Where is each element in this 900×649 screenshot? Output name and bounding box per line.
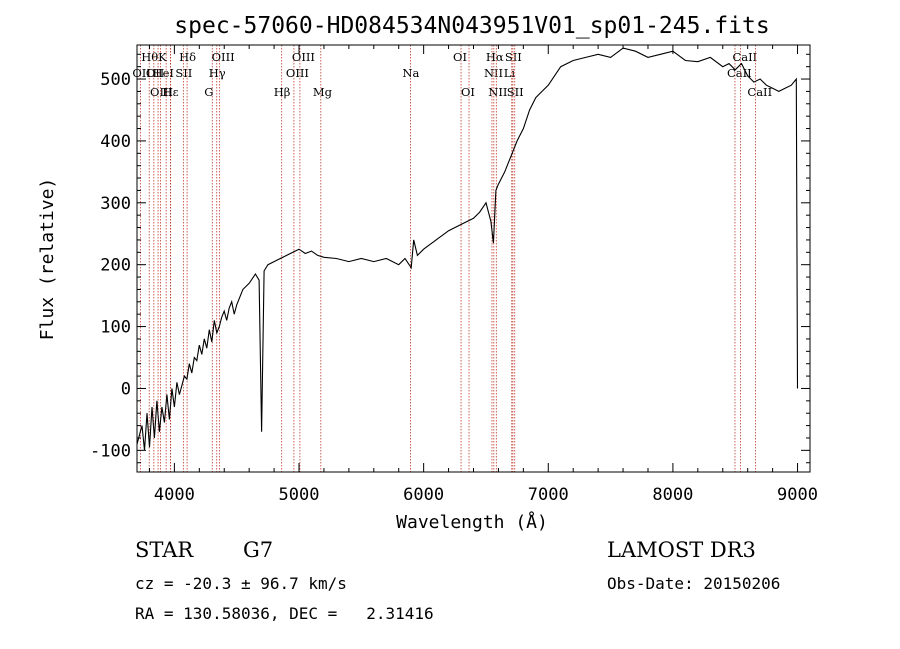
- x-axis-label: Wavelength (Å): [396, 511, 548, 533]
- x-tick-label: 4000: [154, 485, 195, 505]
- object-class: STAR: [135, 538, 194, 562]
- spectrum-plot: [136, 47, 799, 451]
- y-tick-label: 200: [100, 256, 131, 276]
- line-marker-label: OIII: [150, 85, 173, 99]
- line-marker-label: OI: [453, 50, 467, 64]
- x-tick-label: 6000: [403, 485, 444, 505]
- line-marker-label: CaII: [727, 66, 752, 80]
- y-tick-label: 500: [100, 70, 131, 90]
- line-marker-label: NII: [488, 85, 507, 99]
- line-marker-label: H: [162, 85, 172, 99]
- line-marker-label: Na: [402, 66, 419, 80]
- y-tick-label: 300: [100, 194, 131, 214]
- line-marker-label: SII: [507, 85, 524, 99]
- y-tick-label: -100: [90, 441, 131, 461]
- line-marker-label: CaII: [747, 85, 772, 99]
- line-marker-label: OI: [461, 85, 475, 99]
- line-marker-label: Hα: [486, 50, 504, 64]
- line-marker-label: OIII: [292, 50, 315, 64]
- line-marker-label: Li: [504, 66, 516, 80]
- line-marker-label: SII: [175, 66, 192, 80]
- line-marker-label: OII: [146, 66, 165, 80]
- plot-frame: [136, 44, 811, 473]
- line-marker-label: Hθ: [141, 50, 158, 64]
- line-marker-label: OIII: [286, 66, 309, 80]
- line-marker-label: HeI: [153, 66, 174, 80]
- object-subclass: G7: [243, 538, 274, 562]
- line-marker-label: OIII: [212, 50, 235, 64]
- y-tick-label: 0: [121, 379, 131, 399]
- line-marker-label: CaII: [732, 50, 757, 64]
- line-marker-label: Mg: [313, 85, 333, 99]
- y-axis-label: Flux (relative): [37, 178, 58, 341]
- y-tick-label: 400: [100, 132, 131, 152]
- x-tick-label: 9000: [777, 485, 818, 505]
- spectrum-line: [136, 47, 799, 451]
- ra-dec: RA = 130.58036, DEC = 2.31416: [135, 604, 434, 623]
- chart-title: spec-57060-HD084534N043951V01_sp01-245.f…: [174, 13, 769, 39]
- survey-name: LAMOST DR3: [607, 538, 756, 562]
- line-marker-label: Hδ: [179, 50, 196, 64]
- line-marker-label: Hγ: [209, 66, 226, 80]
- line-marker-label: Hε: [163, 85, 179, 99]
- line-marker-label: Hβ: [274, 85, 291, 99]
- x-tick-label: 8000: [652, 485, 693, 505]
- y-tick-label: 100: [100, 318, 131, 338]
- axis-ticks: 4000 5000 6000 7000 8000 9000 -100 0 100 200 300 40…: [90, 45, 818, 505]
- obs-date: Obs-Date: 20150206: [607, 574, 781, 593]
- redshift-line: cz = -20.3 ± 96.7 km/s: [135, 574, 347, 593]
- line-marker-label: K: [158, 50, 167, 64]
- x-tick-label: 7000: [528, 485, 569, 505]
- x-tick-label: 5000: [279, 485, 320, 505]
- line-marker-label: G: [204, 85, 213, 99]
- line-marker-label: SII: [505, 50, 522, 64]
- spectral-line-markers: OIIHθOIIOIIIHeIKHεHSIIHδGHγOIIIHβOIIIOII…: [132, 45, 772, 472]
